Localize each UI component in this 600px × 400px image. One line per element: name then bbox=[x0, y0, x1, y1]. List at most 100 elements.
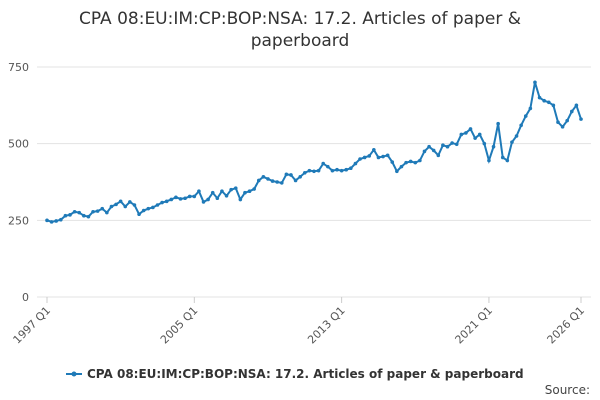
point bbox=[528, 106, 533, 111]
point bbox=[137, 212, 141, 216]
point bbox=[238, 197, 243, 202]
point bbox=[247, 189, 252, 193]
point bbox=[491, 144, 496, 149]
point bbox=[326, 164, 330, 169]
point bbox=[284, 172, 289, 177]
point bbox=[169, 197, 174, 202]
point bbox=[192, 194, 197, 199]
point bbox=[132, 203, 137, 207]
point bbox=[123, 204, 128, 209]
point bbox=[450, 141, 454, 145]
point bbox=[256, 178, 261, 183]
point bbox=[146, 206, 151, 211]
point bbox=[473, 136, 477, 140]
point bbox=[220, 189, 224, 193]
point bbox=[349, 166, 353, 170]
point bbox=[178, 197, 183, 201]
point bbox=[431, 148, 436, 153]
point bbox=[579, 117, 583, 121]
point bbox=[390, 160, 395, 164]
point bbox=[215, 196, 220, 201]
point bbox=[105, 210, 109, 215]
point bbox=[233, 186, 238, 190]
point bbox=[302, 171, 307, 175]
point bbox=[298, 174, 302, 179]
point bbox=[118, 199, 123, 204]
point bbox=[201, 200, 206, 204]
point bbox=[224, 194, 229, 198]
point bbox=[151, 205, 155, 210]
point bbox=[418, 158, 422, 163]
point bbox=[82, 213, 86, 218]
point bbox=[487, 158, 491, 163]
point bbox=[339, 168, 344, 173]
point bbox=[468, 127, 473, 131]
point bbox=[358, 157, 362, 161]
legend-label: CPA 08:EU:IM:CP:BOP:NSA: 17.2. Articles … bbox=[87, 367, 524, 381]
point bbox=[574, 103, 579, 108]
point bbox=[500, 155, 505, 160]
x-tick-label: 2013 Q1 bbox=[305, 304, 348, 347]
point bbox=[385, 153, 390, 158]
point bbox=[63, 213, 68, 218]
point bbox=[569, 109, 574, 114]
point bbox=[307, 168, 312, 173]
point bbox=[330, 168, 335, 173]
point bbox=[464, 131, 468, 135]
y-tick-label: 750 bbox=[8, 61, 29, 74]
point bbox=[537, 95, 542, 100]
point bbox=[160, 200, 164, 205]
point bbox=[395, 169, 399, 174]
point bbox=[100, 206, 105, 211]
point bbox=[183, 196, 187, 201]
point bbox=[413, 160, 418, 165]
point bbox=[45, 218, 49, 223]
point bbox=[427, 144, 431, 149]
point bbox=[335, 167, 339, 172]
point bbox=[270, 179, 275, 183]
point bbox=[114, 202, 118, 207]
point bbox=[482, 141, 487, 146]
point bbox=[155, 203, 160, 207]
point bbox=[141, 208, 146, 213]
point bbox=[275, 180, 279, 184]
point bbox=[206, 197, 210, 202]
x-tick-label: 1997 Q1 bbox=[11, 304, 54, 347]
point bbox=[229, 187, 233, 192]
point bbox=[312, 169, 316, 174]
point bbox=[279, 181, 284, 185]
point bbox=[252, 187, 256, 191]
point bbox=[128, 200, 132, 204]
point bbox=[243, 190, 247, 195]
point bbox=[565, 118, 569, 123]
point bbox=[477, 132, 482, 137]
point bbox=[376, 155, 381, 160]
point bbox=[289, 173, 293, 177]
point bbox=[293, 178, 298, 183]
point bbox=[91, 209, 95, 214]
point bbox=[505, 158, 510, 163]
point bbox=[496, 121, 500, 126]
point bbox=[372, 148, 376, 152]
point bbox=[353, 161, 358, 166]
point bbox=[459, 132, 464, 137]
source: Source: bbox=[545, 383, 590, 397]
point bbox=[210, 190, 215, 195]
point bbox=[49, 220, 54, 224]
point bbox=[95, 209, 100, 213]
point bbox=[261, 174, 266, 179]
point bbox=[59, 217, 63, 222]
chart-title: CPA 08:EU:IM:CP:BOP:NSA: 17.2. Articles … bbox=[79, 9, 521, 51]
point bbox=[344, 167, 349, 172]
point bbox=[422, 149, 427, 154]
x-tick-label: 2021 Q1 bbox=[453, 304, 496, 347]
legend-marker bbox=[71, 371, 77, 377]
point bbox=[266, 177, 270, 181]
point bbox=[404, 160, 408, 165]
point bbox=[321, 161, 326, 166]
point bbox=[542, 98, 546, 103]
point bbox=[519, 123, 523, 128]
point bbox=[441, 143, 445, 147]
